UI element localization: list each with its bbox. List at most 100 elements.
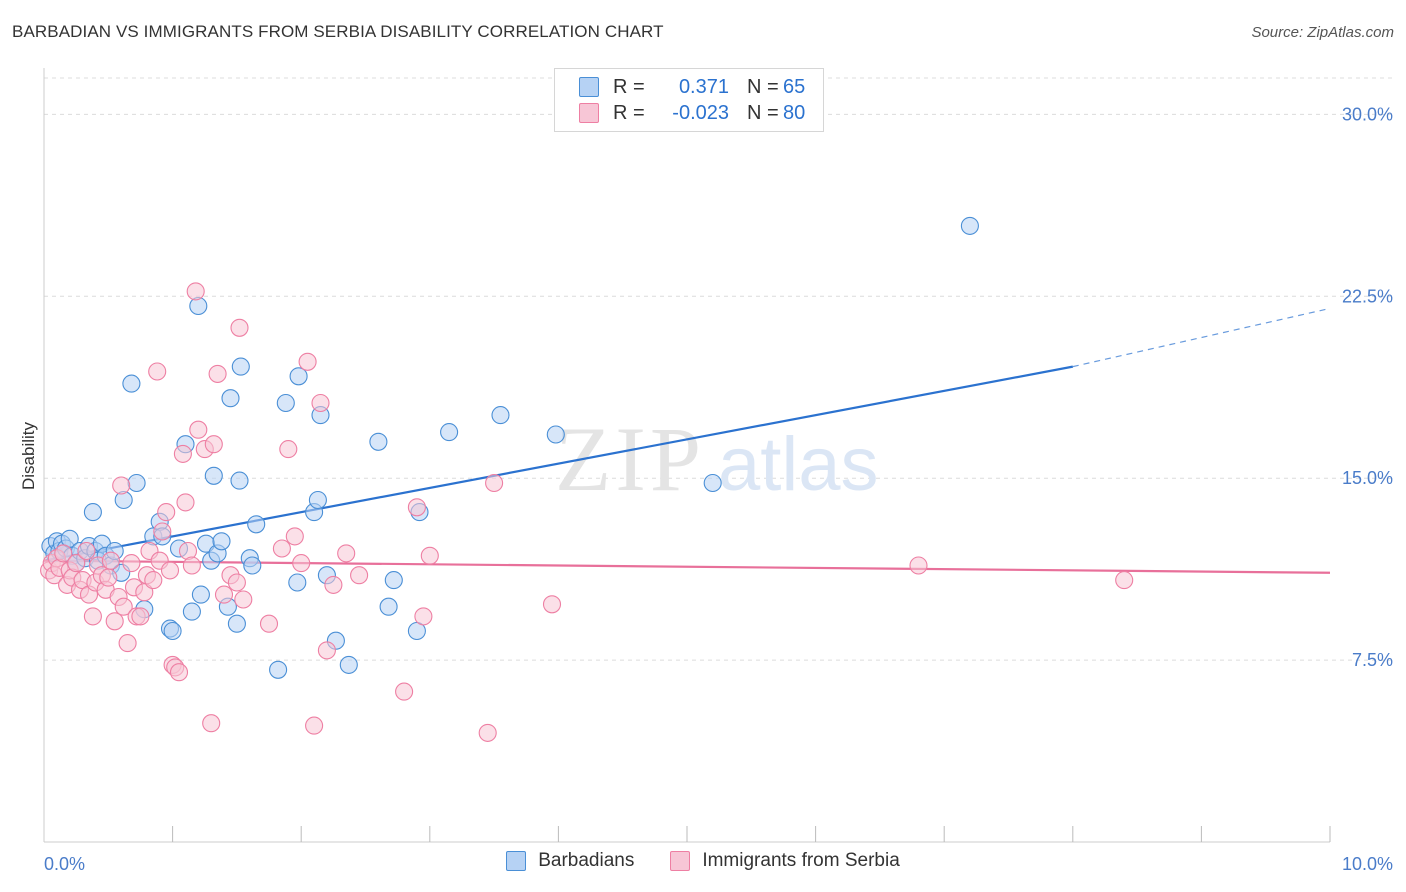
x-tick-label-max: 10.0%	[1342, 854, 1393, 874]
legend-r-label: R =	[613, 75, 645, 98]
point-serbia	[292, 554, 311, 573]
legend-n-label: N =	[747, 75, 779, 98]
legend-label-serbia: Immigrants from Serbia	[702, 850, 900, 871]
point-serbia	[350, 566, 369, 585]
point-barbadians	[440, 423, 459, 442]
legend-r-label: R =	[613, 101, 645, 124]
point-serbia	[186, 282, 205, 301]
point-barbadians	[308, 490, 327, 510]
point-serbia	[144, 571, 163, 590]
point-barbadians	[191, 585, 210, 604]
legend-swatch-blue	[579, 77, 599, 97]
point-serbia	[317, 641, 336, 660]
point-barbadians	[247, 515, 266, 534]
series-legend: Barbadians Immigrants from Serbia	[0, 850, 1406, 872]
point-serbia	[189, 420, 208, 439]
legend-row-barbadians: R = 0.371 N = 65	[579, 75, 805, 99]
point-serbia	[204, 435, 223, 454]
point-serbia	[395, 682, 414, 701]
point-barbadians	[269, 660, 288, 679]
point-serbia	[67, 554, 86, 573]
x-tick-label-min: 0.0%	[44, 854, 85, 874]
watermark: ZIP atlas	[555, 408, 879, 510]
point-serbia	[122, 554, 141, 573]
point-barbadians	[231, 357, 250, 376]
point-serbia	[173, 444, 192, 463]
point-serbia	[324, 575, 343, 594]
point-serbia	[105, 612, 124, 631]
point-serbia	[157, 503, 176, 522]
point-serbia	[227, 573, 246, 592]
point-serbia	[414, 607, 433, 626]
point-serbia	[169, 663, 189, 682]
point-serbia	[259, 614, 279, 633]
legend-row-serbia: R = -0.023 N = 80	[579, 101, 805, 125]
point-barbadians	[83, 503, 102, 522]
legend-item-barbadians[interactable]: Barbadians	[506, 850, 634, 872]
point-barbadians	[369, 432, 388, 451]
correlation-legend: R = 0.371 N = 65 R = -0.023 N = 80	[554, 68, 824, 132]
point-serbia	[176, 493, 195, 512]
legend-label-barbadians: Barbadians	[538, 850, 635, 871]
point-barbadians	[182, 602, 201, 621]
point-serbia	[420, 546, 439, 565]
point-barbadians	[212, 532, 231, 551]
point-serbia	[909, 556, 928, 575]
y-tick-label: 30.0%	[1342, 104, 1393, 124]
point-serbia	[148, 362, 167, 381]
point-barbadians	[243, 556, 262, 575]
legend-r-value: -0.023	[672, 101, 729, 124]
legend-item-serbia[interactable]: Immigrants from Serbia	[670, 850, 900, 872]
watermark-atlas: atlas	[718, 422, 879, 507]
point-serbia	[542, 595, 562, 614]
source-label: Source: ZipAtlas.com	[1251, 24, 1394, 41]
point-serbia	[153, 522, 172, 541]
point-barbadians	[204, 466, 223, 485]
point-barbadians	[703, 473, 722, 493]
legend-r-value: 0.371	[678, 75, 729, 98]
y-tick-label: 15.0%	[1342, 468, 1393, 488]
data-points	[40, 216, 1134, 742]
point-barbadians	[227, 614, 246, 633]
trend-line-barbadians	[43, 365, 1074, 562]
point-serbia	[99, 568, 118, 587]
y-tick-label: 7.5%	[1352, 650, 1393, 670]
point-serbia	[234, 590, 253, 609]
point-serbia	[208, 364, 227, 383]
point-barbadians	[379, 597, 398, 616]
point-barbadians	[960, 216, 979, 235]
point-serbia	[54, 544, 73, 563]
axes	[43, 68, 1331, 843]
legend-n-value: 65	[783, 75, 806, 98]
point-serbia	[214, 585, 234, 604]
point-serbia	[101, 551, 120, 570]
point-barbadians	[339, 655, 358, 674]
chart-title: BARBADIAN VS IMMIGRANTS FROM SERBIA DISA…	[12, 22, 664, 41]
tick-labels: 7.5% 15.0% 22.5% 30.0% 0.0% 10.0%	[44, 104, 1393, 874]
point-serbia	[285, 527, 304, 546]
point-serbia	[182, 556, 201, 575]
legend-swatch-pink	[579, 103, 599, 123]
point-serbia	[305, 716, 324, 735]
point-serbia	[83, 607, 102, 626]
point-serbia	[112, 476, 131, 495]
trend-line-barbadians-extension	[1072, 307, 1331, 368]
point-serbia	[311, 393, 330, 413]
point-serbia	[407, 498, 426, 517]
point-barbadians	[163, 621, 182, 641]
point-barbadians	[221, 389, 240, 408]
point-serbia	[230, 318, 249, 337]
legend-swatch-pink	[670, 851, 691, 871]
legend-swatch-blue	[506, 851, 527, 871]
point-serbia	[478, 723, 497, 742]
legend-n-label: N =	[747, 101, 779, 124]
legend-n-value: 80	[783, 101, 806, 124]
point-serbia	[77, 541, 96, 561]
point-barbadians	[288, 573, 307, 592]
point-barbadians	[384, 571, 403, 590]
point-serbia	[485, 473, 504, 493]
point-barbadians	[122, 374, 141, 393]
point-barbadians	[491, 406, 510, 425]
point-serbia	[118, 634, 137, 653]
